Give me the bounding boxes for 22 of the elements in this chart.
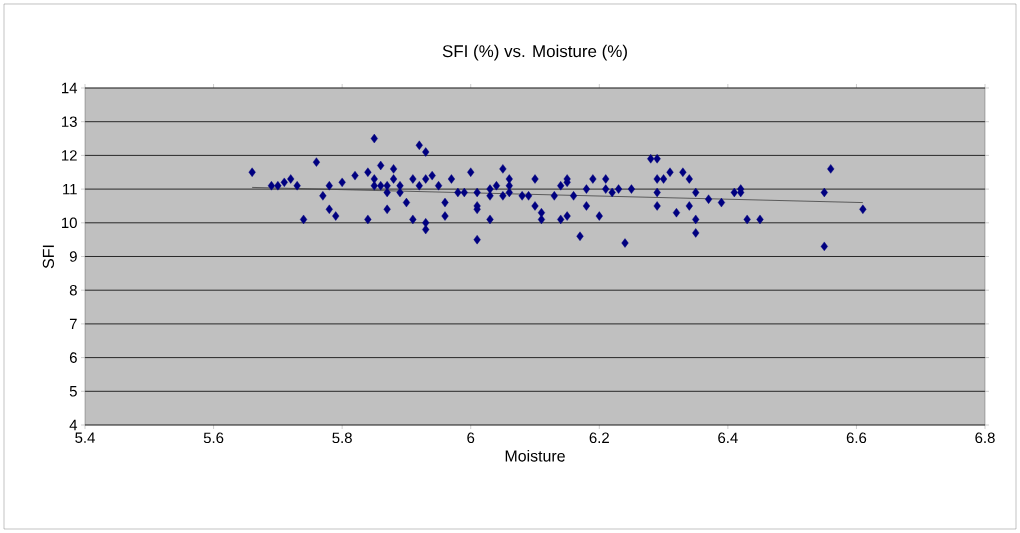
x-axis-title: Moisture	[505, 449, 565, 462]
y-tick-label: 9	[69, 251, 77, 262]
x-tick-label: 6	[467, 432, 475, 444]
y-tick-label: 11	[63, 183, 77, 195]
y-tick-label: 12	[62, 150, 77, 161]
x-tick-label: 6.2	[589, 432, 609, 444]
x-tick-label: 5.6	[203, 432, 224, 444]
x-tick-label: 6.4	[718, 432, 738, 444]
y-tick-label: 13	[62, 116, 77, 127]
y-tick-label: 8	[69, 284, 77, 296]
y-tick-label: 10	[62, 217, 77, 229]
y-tick-label: 7	[69, 318, 77, 330]
chart-title: SFI (%) vs. Moisture (%)	[442, 44, 627, 61]
y-tick-label: 6	[69, 352, 77, 363]
x-tick-label: 6.6	[846, 432, 867, 444]
y-tick-label: 14	[62, 82, 78, 94]
x-tick-label: 5.4	[75, 432, 95, 443]
x-tick-label: 6.8	[975, 432, 995, 444]
y-axis-title: SFI	[42, 245, 55, 269]
x-tick-label: 5.8	[332, 432, 352, 444]
y-tick-label: 4	[69, 419, 78, 431]
y-tick-label: 5	[69, 386, 77, 397]
